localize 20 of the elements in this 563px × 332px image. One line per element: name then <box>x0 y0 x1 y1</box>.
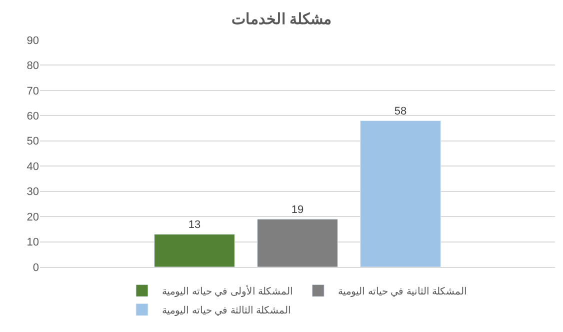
chart-title: مشكلة الخدمات <box>231 10 332 28</box>
data-label: 13 <box>188 219 201 232</box>
y-tick-label: 80 <box>26 60 39 72</box>
y-tick-label: 40 <box>26 160 39 173</box>
y-tick-label: 0 <box>32 262 39 274</box>
bar <box>257 218 338 267</box>
bar <box>360 120 441 267</box>
y-tick-label: 10 <box>26 236 39 249</box>
y-tick-label: 70 <box>26 85 39 98</box>
y-tick-label: 30 <box>26 186 39 198</box>
data-label: 58 <box>394 106 407 118</box>
legend-label: المشكلة الثالثة في حياته اليومية <box>162 305 292 316</box>
data-label: 19 <box>291 204 304 216</box>
legend-label: المشكلة الثانية في حياته اليومية <box>338 286 468 298</box>
y-tick-label: 90 <box>26 34 39 47</box>
y-tick-label: 20 <box>26 211 39 224</box>
y-tick-label: 50 <box>26 136 39 148</box>
y-tick-label: 60 <box>26 110 39 123</box>
bar <box>154 234 235 267</box>
legend-label: المشكلة الأولى في حياته اليومية <box>162 285 294 298</box>
